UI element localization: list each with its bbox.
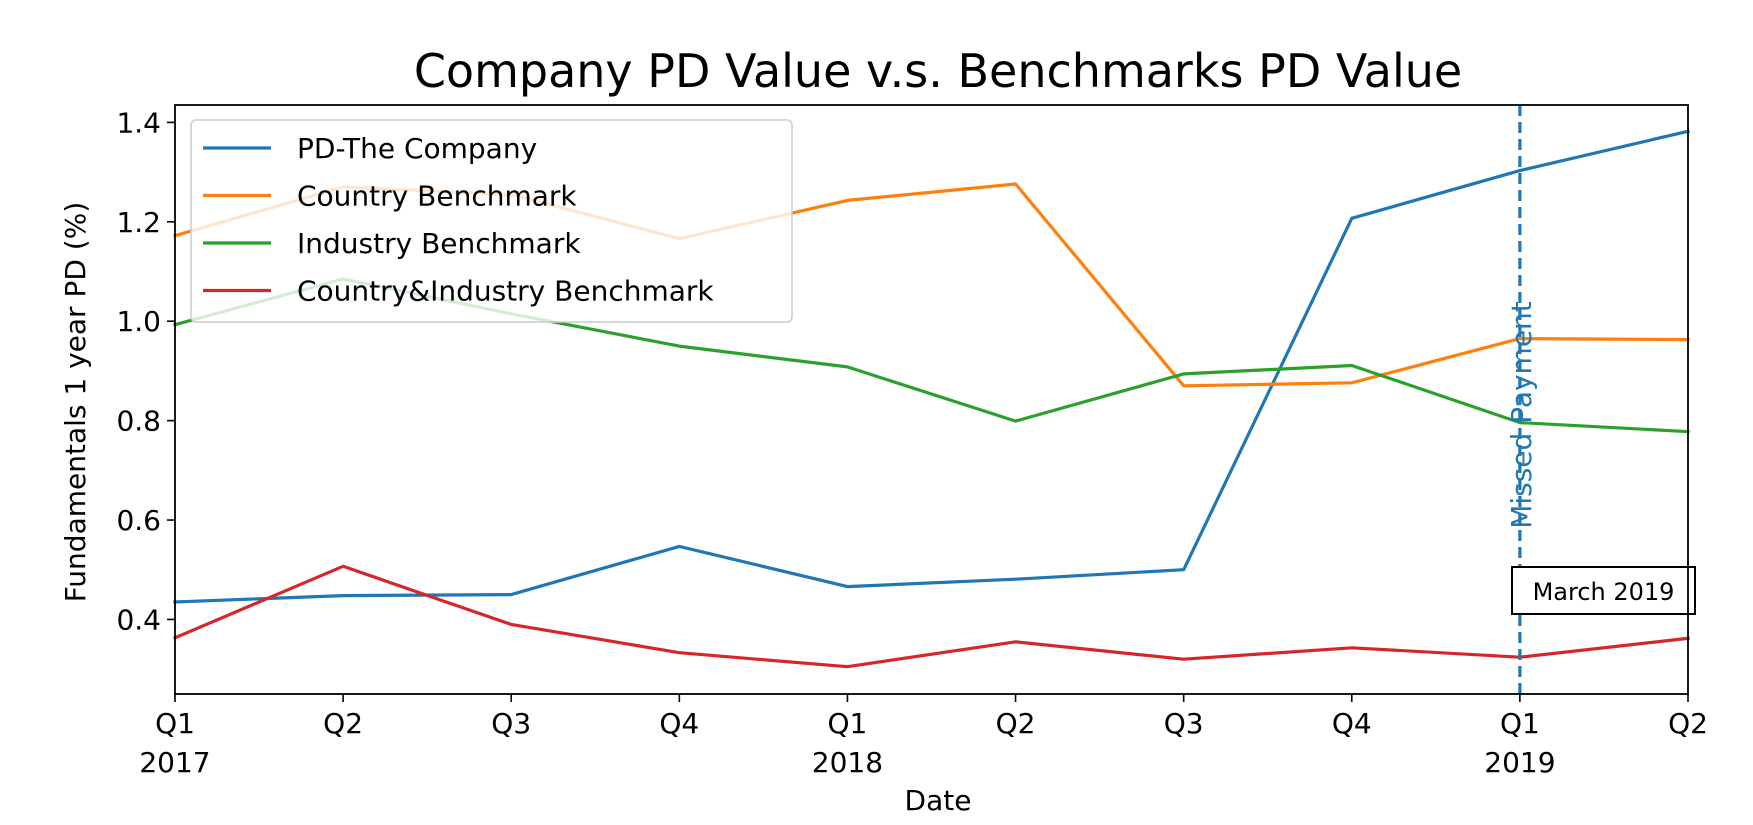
axes-frame	[174, 104, 1689, 695]
x-tick-label: Q1	[155, 707, 195, 740]
march-2019-box	[1511, 566, 1696, 615]
x-tick-year-label: 2018	[812, 746, 883, 779]
x-tick-label: Q1	[1500, 707, 1540, 740]
missed-payment-label: Missed Payment	[1505, 301, 1538, 529]
legend-box	[190, 119, 793, 323]
x-tick-label: Q2	[1668, 707, 1708, 740]
y-tick-label: 0.8	[116, 405, 161, 438]
x-tick-label: Q3	[1164, 707, 1204, 740]
legend-label-1: Country Benchmark	[297, 180, 577, 213]
y-tick-label: 0.6	[116, 504, 161, 537]
series-line-3	[172, 564, 1690, 669]
y-tick-label: 1.4	[116, 106, 161, 139]
y-tick-label: 0.4	[116, 603, 161, 636]
x-axis-label: Date	[905, 784, 972, 817]
x-tick-year-label: 2017	[139, 746, 210, 779]
legend-label-3: Country&Industry Benchmark	[297, 275, 714, 308]
legend-label-0: PD-The Company	[297, 132, 537, 165]
chart-title: Company PD Value v.s. Benchmarks PD Valu…	[414, 44, 1462, 98]
legend-label-2: Industry Benchmark	[297, 227, 581, 260]
x-tick-label: Q1	[828, 707, 868, 740]
x-tick-label: Q2	[323, 707, 363, 740]
y-tick-label: 1.0	[116, 305, 161, 338]
march-2019-label: March 2019	[1533, 578, 1675, 606]
y-tick-label: 1.2	[116, 206, 161, 239]
x-tick-year-label: 2019	[1484, 746, 1555, 779]
legend: PD-The Company Country Benchmark Industry …	[190, 119, 793, 323]
x-tick-label: Q4	[1332, 707, 1372, 740]
x-tick-label: Q3	[491, 707, 531, 740]
x-tick-label: Q2	[996, 707, 1036, 740]
x-tick-label: Q4	[659, 707, 699, 740]
y-axis-label: Fundamentals 1 year PD (%)	[59, 202, 92, 603]
